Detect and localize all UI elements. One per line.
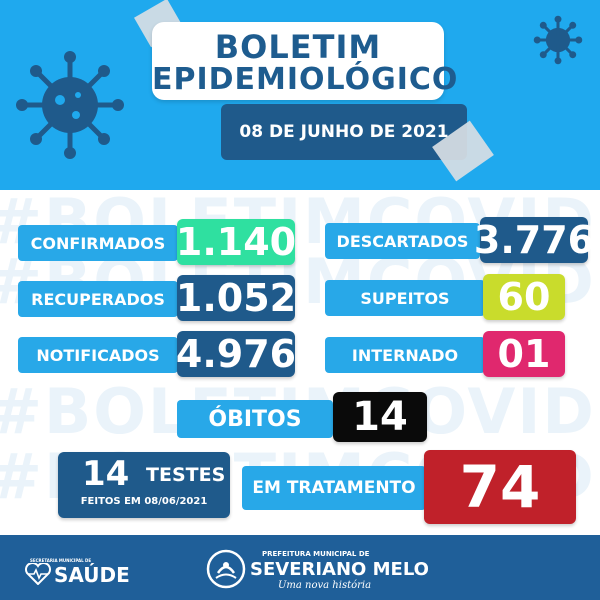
heart-pulse-icon bbox=[24, 563, 52, 585]
prefeitura-name: SEVERIANO MELO bbox=[250, 559, 429, 580]
virus-icon bbox=[533, 15, 583, 65]
recuperados-label: RECUPERADOS bbox=[18, 281, 178, 317]
descartados-label: DESCARTADOS bbox=[325, 223, 480, 259]
virus-icon bbox=[16, 51, 124, 159]
testes-box: 14 TESTES FEITOS EM 08/06/2021 bbox=[58, 452, 230, 518]
municipal-crest-icon bbox=[206, 549, 246, 589]
testes-note: FEITOS EM 08/06/2021 bbox=[80, 496, 208, 507]
footer-band: SECRETARIA MUNICIPAL DE SAÚDE PREFEITURA… bbox=[0, 535, 600, 600]
suspeitos-label: SUPEITOS bbox=[325, 280, 485, 316]
obitos-label: ÓBITOS bbox=[177, 400, 333, 438]
header-band: BOLETIM EPIDEMIOLÓGICO 08 DE JUNHO DE 20… bbox=[0, 0, 600, 190]
notificados-label: NOTIFICADOS bbox=[18, 337, 178, 373]
em-tratamento-label: EM TRATAMENTO bbox=[242, 466, 426, 510]
prefeitura-slogan: Uma nova história bbox=[278, 580, 372, 591]
saude-text: SAÚDE bbox=[54, 563, 130, 587]
recuperados-value: 1.052 bbox=[175, 275, 297, 321]
prefeitura-small-text: PREFEITURA MUNICIPAL DE bbox=[262, 550, 370, 558]
testes-label: TESTES bbox=[146, 464, 226, 486]
date-box: 08 DE JUNHO DE 2021 bbox=[221, 104, 467, 160]
em-tratamento-value: 74 bbox=[424, 450, 576, 524]
saude-small-text: SECRETARIA MUNICIPAL DE bbox=[30, 558, 92, 563]
notificados-value: 4.976 bbox=[175, 331, 297, 377]
testes-value: 14 bbox=[82, 454, 130, 494]
suspeitos-value: 60 bbox=[483, 274, 565, 320]
confirmados-label: CONFIRMADOS bbox=[18, 225, 178, 261]
date-text: 08 DE JUNHO DE 2021 bbox=[239, 122, 449, 142]
descartados-value: 3.776 bbox=[473, 217, 595, 263]
obitos-value: 14 bbox=[333, 392, 427, 442]
confirmados-value: 1.140 bbox=[175, 219, 297, 265]
internado-label: INTERNADO bbox=[325, 337, 485, 373]
title-card: BOLETIM EPIDEMIOLÓGICO bbox=[152, 22, 459, 100]
title-line-1: BOLETIM bbox=[214, 28, 382, 66]
title-line-2: EPIDEMIOLÓGICO bbox=[152, 62, 459, 97]
internado-value: 01 bbox=[483, 331, 565, 377]
